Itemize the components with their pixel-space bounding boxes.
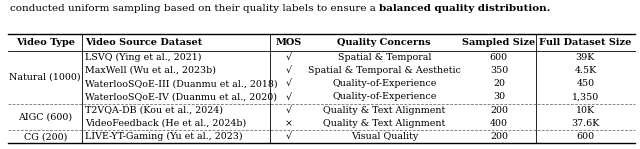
Text: Quality-of-Experience: Quality-of-Experience <box>332 93 436 101</box>
Text: √: √ <box>285 93 291 101</box>
Text: LSVQ (Ying et al., 2021): LSVQ (Ying et al., 2021) <box>86 53 202 62</box>
Text: T2VQA-DB (Kou et al., 2024): T2VQA-DB (Kou et al., 2024) <box>86 106 223 115</box>
Text: Video Type: Video Type <box>16 38 75 47</box>
Text: Visual Quality: Visual Quality <box>351 132 418 141</box>
Text: 600: 600 <box>490 53 508 62</box>
Text: 600: 600 <box>576 132 595 141</box>
Text: 30: 30 <box>493 93 505 101</box>
Text: √: √ <box>285 132 291 141</box>
Text: Spatial & Temporal & Aesthetic: Spatial & Temporal & Aesthetic <box>308 66 461 75</box>
Text: Full Dataset Size: Full Dataset Size <box>539 38 632 47</box>
Text: 1,350: 1,350 <box>572 93 599 101</box>
Text: 200: 200 <box>490 132 508 141</box>
Text: 350: 350 <box>490 66 508 75</box>
Text: Sampled Size: Sampled Size <box>462 38 536 47</box>
Text: 37.6K: 37.6K <box>571 119 600 128</box>
Text: 20: 20 <box>493 79 505 88</box>
Text: LIVE-YT-Gaming (Yu et al., 2023): LIVE-YT-Gaming (Yu et al., 2023) <box>86 132 243 141</box>
Text: conducted uniform sampling based on their quality labels to ensure a: conducted uniform sampling based on thei… <box>10 4 379 13</box>
Text: CG (200): CG (200) <box>24 132 67 141</box>
Text: WaterlooSQoE-III (Duanmu et al., 2018): WaterlooSQoE-III (Duanmu et al., 2018) <box>86 79 278 88</box>
Text: Quality & Text Alignment: Quality & Text Alignment <box>323 106 445 115</box>
Text: balanced quality distribution.: balanced quality distribution. <box>379 4 550 13</box>
Text: Quality Concerns: Quality Concerns <box>337 38 431 47</box>
Text: 39K: 39K <box>576 53 595 62</box>
Text: 4.5K: 4.5K <box>574 66 596 75</box>
Text: ×: × <box>284 119 292 128</box>
Text: Video Source Dataset: Video Source Dataset <box>86 38 203 47</box>
Text: √: √ <box>285 66 291 75</box>
Text: 200: 200 <box>490 106 508 115</box>
Text: AIGC (600): AIGC (600) <box>18 112 72 121</box>
Text: √: √ <box>285 53 291 62</box>
Text: Quality & Text Alignment: Quality & Text Alignment <box>323 119 445 128</box>
Text: WaterlooSQoE-IV (Duanmu et al., 2020): WaterlooSQoE-IV (Duanmu et al., 2020) <box>86 93 278 101</box>
Text: √: √ <box>285 106 291 115</box>
Text: 450: 450 <box>576 79 595 88</box>
Text: Quality-of-Experience: Quality-of-Experience <box>332 79 436 88</box>
Text: Natural (1000): Natural (1000) <box>10 73 81 82</box>
Text: 400: 400 <box>490 119 508 128</box>
Text: VideoFeedback (He et al., 2024b): VideoFeedback (He et al., 2024b) <box>86 119 246 128</box>
Text: √: √ <box>285 79 291 88</box>
Text: 10K: 10K <box>576 106 595 115</box>
Text: MOS: MOS <box>275 38 301 47</box>
Text: Spatial & Temporal: Spatial & Temporal <box>337 53 431 62</box>
Text: MaxWell (Wu et al., 2023b): MaxWell (Wu et al., 2023b) <box>86 66 216 75</box>
